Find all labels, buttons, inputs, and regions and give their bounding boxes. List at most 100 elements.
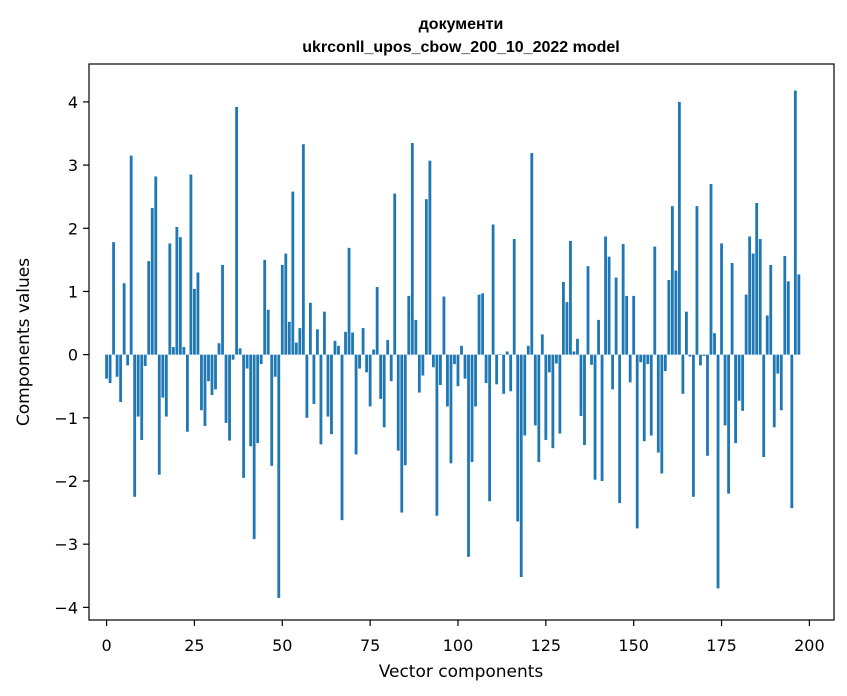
bar-22 (182, 347, 186, 355)
bar-62 (323, 311, 326, 355)
y-axis: −4 −3 −2 −1 0 1 2 3 4 (54, 93, 89, 617)
bar-80 (386, 340, 390, 355)
bar-145 (614, 277, 618, 355)
bar-27 (200, 354, 203, 411)
bar-7 (129, 155, 133, 355)
bar-47 (270, 354, 274, 466)
bar-104 (470, 354, 474, 463)
bar-12 (147, 261, 151, 355)
bar-156 (653, 246, 657, 355)
plot-frame (88, 63, 835, 621)
bar-63 (326, 354, 330, 417)
bar-71 (354, 354, 358, 455)
bar-153 (642, 354, 646, 442)
bar-190 (772, 354, 776, 428)
y-axis-label: Components values (14, 258, 34, 426)
bar-77 (375, 287, 379, 355)
y-tick-label: 1 (68, 282, 78, 301)
x-axis: 0 25 50 75 100 125 150 175 200 (101, 620, 825, 655)
bar-146 (618, 354, 622, 504)
bar-186 (758, 239, 762, 355)
bar-172 (709, 184, 713, 355)
bar-138 (590, 354, 593, 365)
bar-6 (126, 354, 130, 366)
bar-73 (361, 328, 365, 355)
bar-79 (382, 354, 386, 428)
bar-168 (695, 206, 699, 355)
bar-126 (547, 354, 551, 373)
bar-76 (372, 349, 376, 355)
bar-140 (597, 319, 600, 355)
bar-114 (505, 351, 509, 355)
bar-54 (294, 342, 298, 355)
bar-45 (263, 259, 267, 355)
bar-51 (284, 253, 288, 355)
bar-3 (115, 354, 119, 377)
bar-11 (143, 354, 147, 367)
bar-46 (266, 309, 270, 355)
bar-53 (291, 191, 295, 355)
bar-68 (344, 331, 347, 355)
bar-127 (551, 354, 555, 449)
bar-161 (670, 206, 674, 355)
bar-108 (484, 354, 488, 384)
bar-44 (259, 354, 263, 365)
x-axis-label: Vector components (379, 662, 544, 682)
bar-124 (540, 334, 544, 355)
x-tick-label: 200 (794, 636, 825, 655)
bar-110 (491, 224, 495, 355)
bar-40 (245, 354, 249, 369)
bar-8 (133, 354, 137, 497)
bar-1 (108, 354, 112, 384)
bar-171 (706, 354, 709, 456)
bar-26 (196, 272, 200, 355)
bar-18 (168, 243, 172, 355)
bar-75 (368, 354, 372, 407)
bar-132 (569, 240, 572, 355)
bar-175 (720, 243, 723, 355)
bar-166 (688, 354, 692, 357)
bar-149 (628, 354, 632, 383)
bar-148 (625, 295, 629, 355)
bar-189 (769, 264, 773, 355)
bar-29 (207, 354, 210, 382)
y-tick-label: 4 (68, 93, 78, 112)
bar-14 (154, 176, 158, 355)
bar-192 (779, 354, 783, 411)
bar-178 (730, 263, 734, 355)
bar-118 (519, 354, 523, 578)
bar-39 (242, 354, 246, 478)
bar-176 (723, 354, 727, 426)
bar-105 (474, 354, 477, 407)
bar-37 (235, 106, 238, 355)
bar-116 (512, 239, 516, 355)
bar-90 (421, 354, 425, 376)
bar-180 (737, 354, 741, 401)
x-tick-label: 175 (706, 636, 737, 655)
bar-154 (646, 354, 650, 365)
bar-87 (410, 142, 414, 355)
bar-20 (175, 227, 179, 355)
bar-160 (667, 280, 671, 355)
bar-128 (554, 354, 558, 364)
bar-58 (308, 302, 312, 355)
bar-163 (677, 101, 681, 355)
bar-101 (460, 345, 463, 355)
bar-36 (231, 354, 235, 360)
bar-107 (481, 293, 484, 355)
bar-121 (530, 153, 534, 355)
bar-183 (748, 236, 752, 355)
bar-78 (379, 354, 383, 399)
bar-5 (122, 283, 126, 355)
bar-98 (449, 354, 453, 464)
bar-134 (576, 338, 579, 355)
bar-33 (221, 264, 224, 355)
bar-49 (277, 354, 281, 598)
bar-89 (417, 354, 421, 393)
bar-194 (786, 281, 790, 355)
bar-86 (407, 295, 411, 355)
y-tick-label: −4 (54, 598, 78, 617)
bar-15 (157, 354, 161, 475)
bar-139 (593, 354, 597, 480)
